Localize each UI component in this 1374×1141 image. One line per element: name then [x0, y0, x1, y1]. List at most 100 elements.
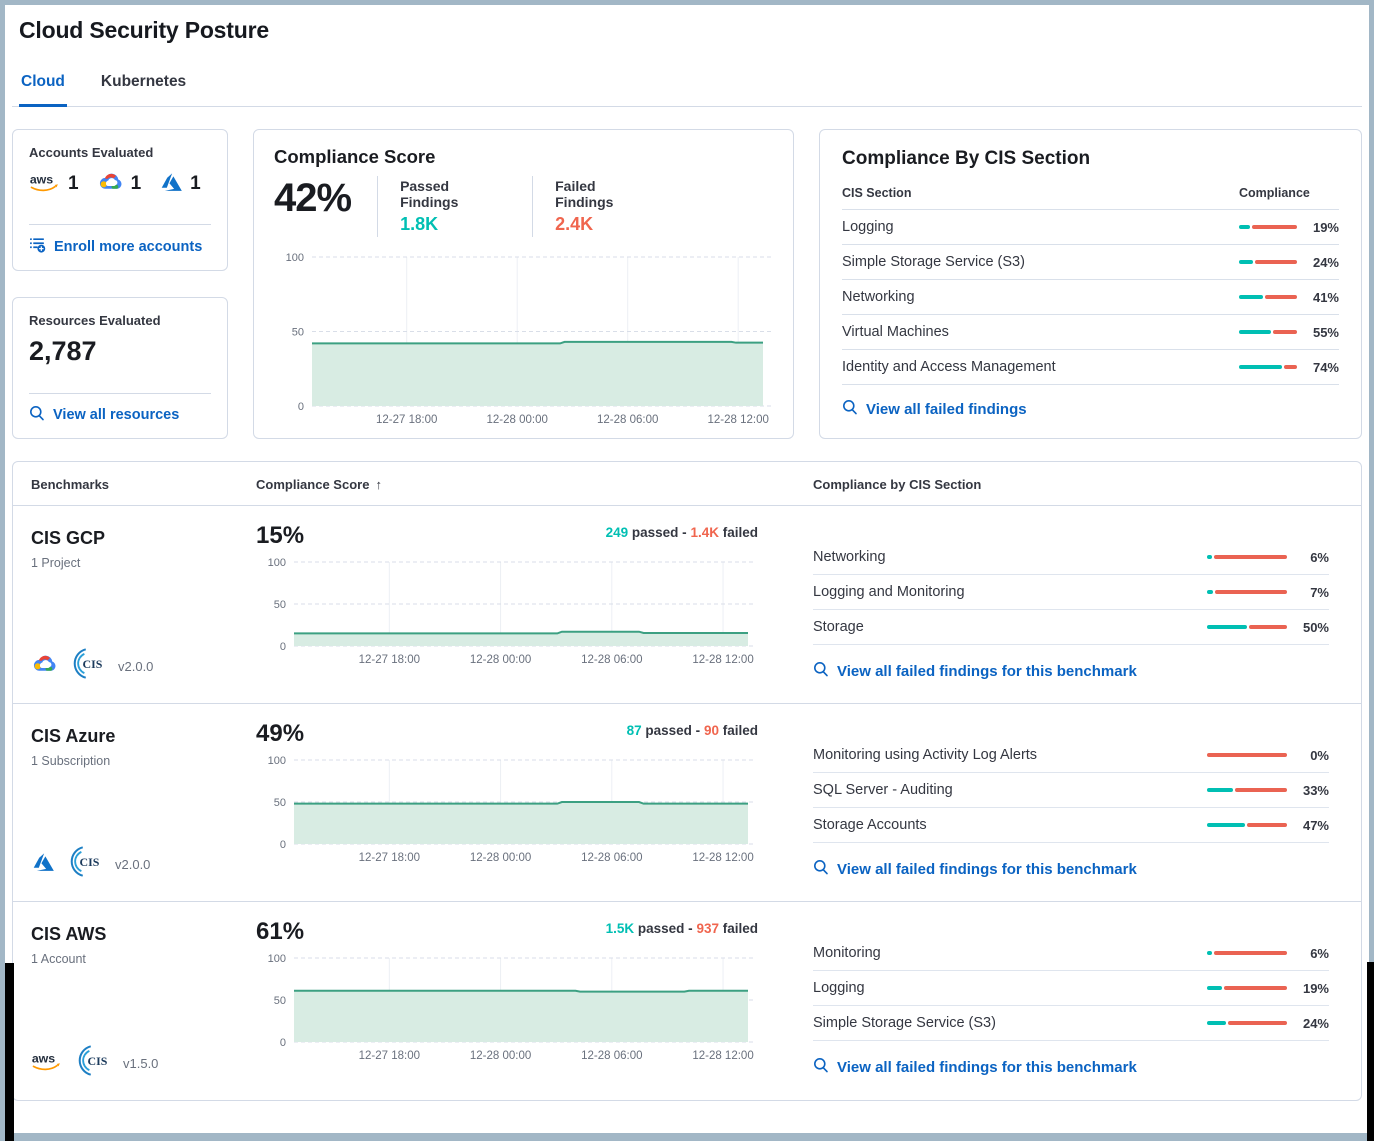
- svg-text:CIS: CIS: [88, 1054, 108, 1068]
- failed-findings-value: 2.4K: [555, 214, 594, 234]
- benchmark-score: 49%: [256, 720, 305, 747]
- view-all-resources-link[interactable]: View all resources: [29, 405, 211, 425]
- benchmark-version: v2.0.0: [115, 856, 151, 872]
- svg-text:12-28 06:00: 12-28 06:00: [597, 414, 658, 426]
- view-all-failed-findings-link[interactable]: View all failed findings: [842, 399, 1339, 419]
- benchmark-name: CIS AWS: [31, 924, 107, 944]
- benchmarks-table-header: Benchmarks Compliance Score ↑ Compliance …: [13, 462, 1361, 506]
- section-row: Logging 19%: [813, 971, 1329, 1006]
- resources-evaluated-card: Resources Evaluated 2,787 View all resou…: [12, 297, 228, 439]
- cis-logo-icon: CIS: [72, 647, 105, 685]
- col-compliance-score[interactable]: Compliance Score ↑: [256, 477, 382, 492]
- svg-text:CIS: CIS: [83, 657, 103, 671]
- benchmarks-table-card: Benchmarks Compliance Score ↑ Compliance …: [12, 461, 1362, 1101]
- view-failed-findings-benchmark-link[interactable]: View all failed findings for this benchm…: [813, 661, 1329, 681]
- resources-evaluated-title: Resources Evaluated: [29, 313, 161, 328]
- app-window: Cloud Security Posture Cloud Kubernetes …: [5, 5, 1369, 1133]
- aws-icon: aws: [31, 1050, 64, 1077]
- cis-logo-icon: CIS: [69, 845, 102, 883]
- benchmark-trend-chart: 0 50 100 12-27 18:00 12-28 00:00 12-28 06:00 1…: [256, 952, 758, 1064]
- section-row: Monitoring using Activity Log Alerts 0%: [813, 738, 1329, 773]
- cis-row-networking: Networking 41%: [842, 280, 1339, 315]
- compliance-bar: [1207, 823, 1287, 827]
- benchmark-score: 61%: [256, 918, 305, 945]
- benchmark-score: 15%: [256, 522, 305, 549]
- cis-row-s3: Simple Storage Service (S3) 24%: [842, 245, 1339, 280]
- compliance-score-trend-chart: 0 50 100 12-27 18:00 12-28 00:00 12-28 06:00 1…: [274, 251, 773, 428]
- compliance-score-card: Compliance Score 42% Passed Findings 1.8…: [253, 129, 794, 439]
- section-row: Storage 50%: [813, 610, 1329, 645]
- list-add-icon: [29, 236, 46, 257]
- svg-text:12-27 18:00: 12-27 18:00: [359, 852, 420, 864]
- view-failed-findings-benchmark-link[interactable]: View all failed findings for this benchm…: [813, 859, 1329, 879]
- page-title: Cloud Security Posture: [19, 17, 269, 43]
- tab-cloud[interactable]: Cloud: [19, 69, 67, 107]
- svg-text:12-28 00:00: 12-28 00:00: [487, 414, 548, 426]
- col-benchmarks: Benchmarks: [31, 477, 110, 492]
- compliance-bar: [1207, 625, 1287, 629]
- benchmark-version: v1.5.0: [123, 1055, 159, 1071]
- sort-ascending-icon: ↑: [375, 477, 382, 492]
- accounts-evaluated-title: Accounts Evaluated: [29, 145, 154, 160]
- cis-logo-icon: CIS: [77, 1044, 110, 1082]
- azure-account-count: 1: [159, 171, 201, 198]
- compliance-bar: [1207, 788, 1287, 792]
- cis-row-virtual-machines: Virtual Machines 55%: [842, 315, 1339, 350]
- view-failed-findings-benchmark-link[interactable]: View all failed findings for this benchm…: [813, 1057, 1329, 1077]
- svg-text:50: 50: [274, 797, 286, 809]
- compliance-bar: [1239, 365, 1297, 369]
- compliance-bar: [1207, 1021, 1287, 1025]
- gcp-account-count: 1: [97, 170, 141, 198]
- svg-text:12-28 12:00: 12-28 12:00: [692, 852, 753, 864]
- svg-text:12-27 18:00: 12-27 18:00: [359, 1050, 420, 1062]
- benchmark-trend-chart: 0 50 100 12-27 18:00 12-28 00:00 12-28 06:00 1…: [256, 754, 758, 866]
- accounts-evaluated-card: Accounts Evaluated aws 1 1: [12, 129, 228, 271]
- svg-text:0: 0: [280, 641, 286, 653]
- svg-text:12-28 06:00: 12-28 06:00: [581, 852, 642, 864]
- compliance-bar: [1207, 590, 1287, 594]
- benchmark-subtitle: 1 Account: [31, 952, 86, 966]
- benchmark-name: CIS Azure: [31, 726, 116, 746]
- svg-text:100: 100: [268, 953, 286, 965]
- resources-evaluated-value: 2,787: [29, 336, 97, 366]
- svg-text:12-28 12:00: 12-28 12:00: [692, 654, 753, 666]
- compliance-bar: [1239, 260, 1297, 264]
- svg-text:aws: aws: [30, 172, 53, 186]
- findings-stats: Passed Findings 1.8K Failed Findings 2.4…: [351, 176, 653, 237]
- benchmark-trend-chart: 0 50 100 12-27 18:00 12-28 00:00 12-28 06:00 1…: [256, 556, 758, 668]
- aws-icon: aws: [29, 171, 62, 198]
- benchmark-subtitle: 1 Subscription: [31, 754, 111, 768]
- passed-findings-value: 1.8K: [400, 214, 439, 234]
- compliance-bar: [1207, 951, 1287, 955]
- benchmark-passed-failed: 1.5K passed - 937 failed: [605, 921, 758, 936]
- svg-text:50: 50: [292, 327, 304, 339]
- svg-text:50: 50: [274, 599, 286, 611]
- section-row: Storage Accounts 47%: [813, 808, 1329, 843]
- svg-text:12-28 12:00: 12-28 12:00: [707, 414, 768, 426]
- benchmark-row-cis-gcp: CIS GCP 1 Project CIS v2.0.0 15% 249 pas…: [13, 506, 1361, 704]
- benchmark-name: CIS GCP: [31, 528, 106, 548]
- compliance-by-cis-section-card: Compliance By CIS Section CIS Section Co…: [819, 129, 1362, 439]
- compliance-bar: [1207, 986, 1287, 990]
- svg-text:12-27 18:00: 12-27 18:00: [359, 654, 420, 666]
- gcp-icon: [97, 170, 125, 198]
- svg-text:12-28 00:00: 12-28 00:00: [470, 1050, 531, 1062]
- svg-text:12-28 00:00: 12-28 00:00: [470, 654, 531, 666]
- svg-text:12-27 18:00: 12-27 18:00: [376, 414, 437, 426]
- capture-artifact-right: [1367, 962, 1374, 1141]
- svg-text:0: 0: [280, 839, 286, 851]
- section-row: Logging and Monitoring 7%: [813, 575, 1329, 610]
- svg-text:12-28 12:00: 12-28 12:00: [692, 1050, 753, 1062]
- tab-kubernetes[interactable]: Kubernetes: [99, 69, 188, 107]
- gcp-icon: [31, 652, 59, 680]
- enroll-more-accounts-link[interactable]: Enroll more accounts: [29, 236, 211, 257]
- magnifier-icon: [813, 859, 829, 879]
- azure-icon: [31, 851, 56, 878]
- svg-text:100: 100: [268, 557, 286, 569]
- col-compliance-by-cis-section: Compliance by CIS Section: [813, 477, 982, 492]
- svg-text:12-28 06:00: 12-28 06:00: [581, 1050, 642, 1062]
- svg-text:100: 100: [268, 755, 286, 767]
- svg-text:100: 100: [286, 252, 304, 264]
- compliance-bar: [1207, 555, 1287, 559]
